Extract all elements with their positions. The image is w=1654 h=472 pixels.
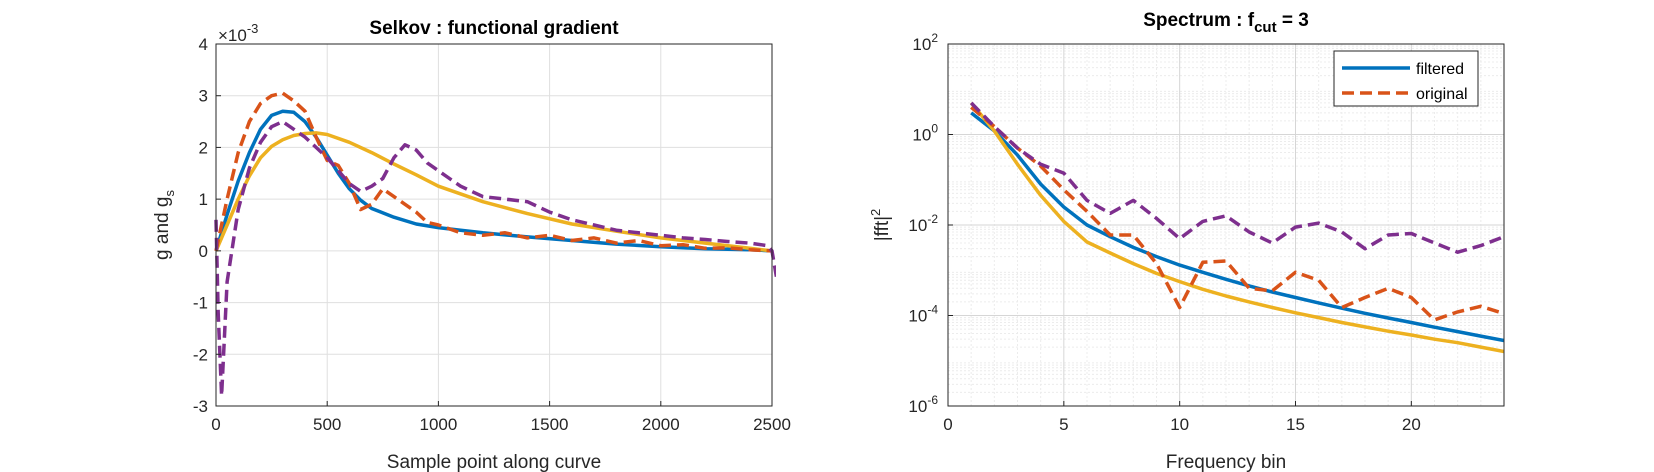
gradient-y-tick-label: 0 bbox=[199, 242, 208, 261]
spectrum-title-sub: cut bbox=[1254, 19, 1277, 36]
legend-box bbox=[1333, 50, 1479, 107]
gradient-y-tick-label: 2 bbox=[199, 138, 208, 157]
gradient-series-2 bbox=[214, 131, 773, 253]
spectrum-x-tick-label: 0 bbox=[943, 415, 952, 434]
gradient-y-axis-label: g and gs bbox=[152, 190, 177, 260]
spectrum-series-3 bbox=[970, 105, 1504, 322]
spectrum-y-label-sup: 2 bbox=[868, 209, 883, 216]
spectrum-legend: filtered original bbox=[1333, 50, 1479, 107]
legend-label-original: original bbox=[1416, 86, 1468, 103]
gradient-y-tick-label: -2 bbox=[193, 345, 208, 364]
spectrum-y-axis-label: |fft|2 bbox=[868, 209, 893, 242]
gradient-y-exponent: ×10-3 bbox=[218, 21, 258, 45]
gradient-x-tick-label: 1000 bbox=[419, 415, 457, 434]
spectrum-x-ticks: 0 5 10 15 20 bbox=[943, 401, 1421, 434]
spectrum-title-main: Spectrum : f bbox=[1143, 10, 1255, 31]
gradient-x-tick-label: 2500 bbox=[753, 415, 791, 434]
spectrum-series-group bbox=[969, 101, 1504, 354]
gradient-series-1 bbox=[214, 109, 773, 253]
gradient-y-tick-label: -3 bbox=[193, 397, 208, 416]
svg-text:g and gs: g and gs bbox=[152, 190, 177, 260]
gradient-x-tick-label: 1500 bbox=[531, 415, 569, 434]
gradient-chart-title: Selkov : functional gradient bbox=[369, 18, 619, 39]
spectrum-y-tick-label: 100 bbox=[912, 122, 938, 145]
gradient-y-exponent-prefix: ×10 bbox=[218, 26, 247, 45]
gradient-y-label-main: g and g bbox=[152, 197, 173, 260]
gradient-y-tick-label: 4 bbox=[199, 35, 208, 54]
spectrum-series-4 bbox=[969, 101, 1504, 254]
spectrum-y-tick-label: 10-6 bbox=[908, 393, 938, 416]
gradient-y-label-sub: s bbox=[162, 190, 177, 197]
spectrum-title-rest: = 3 bbox=[1277, 10, 1309, 31]
spectrum-chart-title: Spectrum : fcut = 3 bbox=[1143, 10, 1309, 36]
legend-label-filtered: filtered bbox=[1416, 61, 1464, 78]
spectrum-y-tick-label: 10-2 bbox=[908, 212, 938, 235]
gradient-series-group bbox=[214, 91, 776, 398]
gradient-x-tick-label: 2000 bbox=[642, 415, 680, 434]
gradient-series-4 bbox=[214, 119, 776, 398]
gradient-x-tick-label: 0 bbox=[211, 415, 220, 434]
gradient-x-axis-label: Sample point along curve bbox=[387, 452, 601, 472]
spectrum-y-tick-label: 10-4 bbox=[908, 303, 938, 326]
spectrum-y-label-main: |fft| bbox=[872, 216, 893, 241]
spectrum-chart: 0 5 10 15 20 102 100 10-2 10-4 10-6 Spectrum : f… bbox=[868, 10, 1505, 472]
gradient-x-ticks: 0 500 1000 1500 2000 2500 bbox=[211, 401, 791, 434]
gradient-y-ticks: -3 -2 -1 0 1 2 3 4 bbox=[193, 35, 221, 416]
spectrum-x-axis-label: Frequency bin bbox=[1166, 452, 1286, 472]
spectrum-series-1 bbox=[970, 111, 1504, 343]
gradient-y-tick-label: 3 bbox=[199, 87, 208, 106]
gradient-y-tick-label: 1 bbox=[199, 190, 208, 209]
spectrum-series-2 bbox=[969, 101, 1504, 354]
spectrum-y-ticks: 102 100 10-2 10-4 10-6 bbox=[908, 31, 953, 416]
spectrum-x-tick-label: 15 bbox=[1286, 415, 1305, 434]
svg-text:|fft|2: |fft|2 bbox=[868, 209, 893, 242]
gradient-axes-box bbox=[215, 43, 773, 407]
gradient-series-3 bbox=[214, 91, 773, 253]
gradient-y-exponent-power: -3 bbox=[247, 21, 259, 36]
gradient-y-tick-label: -1 bbox=[193, 294, 208, 313]
spectrum-y-tick-label: 102 bbox=[912, 31, 938, 54]
gradient-chart: 0 500 1000 1500 2000 2500 -3 -2 -1 0 1 2 3 4 Selkov … bbox=[152, 18, 791, 472]
spectrum-x-tick-label: 5 bbox=[1059, 415, 1068, 434]
spectrum-x-tick-label: 20 bbox=[1402, 415, 1421, 434]
spectrum-x-tick-label: 10 bbox=[1170, 415, 1189, 434]
gradient-plot-area bbox=[216, 44, 772, 406]
gradient-x-tick-label: 500 bbox=[313, 415, 341, 434]
